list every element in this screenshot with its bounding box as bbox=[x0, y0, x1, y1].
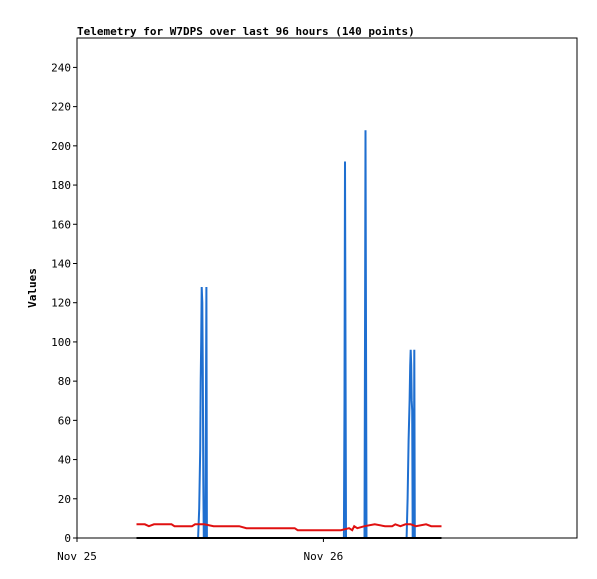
y-tick-label: 200 bbox=[51, 140, 71, 153]
y-tick-label: 20 bbox=[58, 493, 71, 506]
y-tick-label: 80 bbox=[58, 375, 71, 388]
y-tick-label: 60 bbox=[58, 414, 71, 427]
y-tick-label: 240 bbox=[51, 61, 71, 74]
series-line-2 bbox=[136, 523, 442, 532]
x-tick-label: Nov 26 bbox=[304, 550, 344, 563]
y-tick-label: 220 bbox=[51, 101, 71, 114]
x-axis: Nov 25 Nov 26 bbox=[57, 538, 343, 563]
y-tick-label: 0 bbox=[64, 532, 71, 545]
series-layer bbox=[136, 130, 442, 539]
y-axis-label: Values bbox=[26, 268, 39, 308]
series-line-1 bbox=[196, 130, 416, 539]
x-tick-label: Nov 25 bbox=[57, 550, 97, 563]
y-tick-label: 100 bbox=[51, 336, 71, 349]
y-tick-label: 40 bbox=[58, 454, 71, 467]
y-axis: 0 20 40 60 80 100 120 140 160 180 200 220 240 bbox=[51, 61, 77, 545]
y-tick-label: 120 bbox=[51, 297, 71, 310]
y-tick-label: 160 bbox=[51, 218, 71, 231]
plot-frame bbox=[76, 37, 578, 539]
y-tick-label: 180 bbox=[51, 179, 71, 192]
y-tick-label: 140 bbox=[51, 257, 71, 270]
chart-title: Telemetry for W7DPS over last 96 hours (… bbox=[77, 25, 415, 38]
